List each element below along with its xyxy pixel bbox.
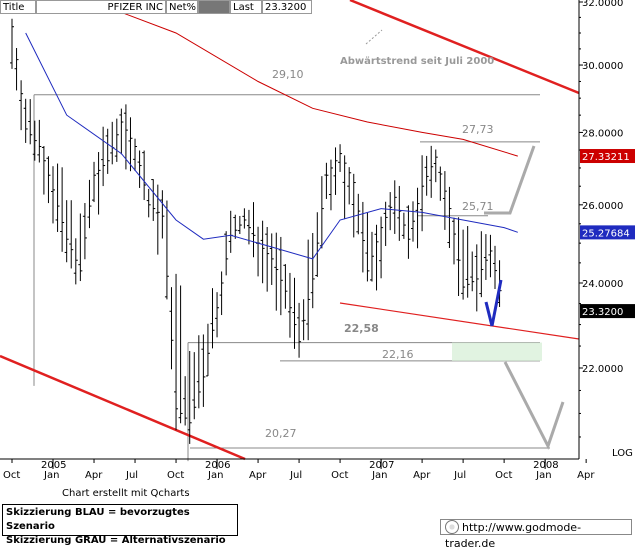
price-badge: [580, 149, 635, 164]
website-link[interactable]: http://www.godmode-trader.de: [440, 519, 632, 550]
x-year-label: 2007: [369, 460, 394, 471]
grey-scenario-down: [503, 361, 565, 450]
x-tick-label: Oct: [167, 470, 184, 481]
x-tick-label: Oct: [331, 470, 348, 481]
annotation-pointer: [365, 29, 383, 45]
target-zone: [452, 342, 542, 361]
price-badge: [580, 225, 635, 240]
price-badge: [580, 304, 635, 319]
y-tick-label: 26.0000: [582, 201, 623, 212]
downtrend-line-lower: [0, 354, 246, 461]
legend-blue: Skizzierung BLAU = bevorzugtes Szenario: [6, 507, 190, 532]
level-label: 27,73: [462, 123, 494, 136]
x-tick-label: Jul: [125, 470, 138, 481]
x-tick-label: Jan: [535, 470, 551, 481]
x-tick-label: Apr: [249, 470, 267, 481]
x-tick-label: Oct: [495, 470, 512, 481]
website-url: http://www.godmode-trader.de: [445, 521, 582, 550]
support-trend-line: [339, 302, 580, 340]
level-label: 22,58: [344, 322, 379, 335]
x-tick-label: Jan: [43, 470, 59, 481]
log-scale-label: LOG: [612, 448, 633, 459]
x-tick-label: Jul: [453, 470, 466, 481]
legend-grey: Skizzierung GRAU = Alternativszenario: [6, 535, 226, 546]
mode-label: Net%: [166, 0, 198, 14]
x-tick-label: Jul: [289, 470, 302, 481]
y-tick-label: 30.0000: [582, 61, 623, 72]
scenario-legend: Skizzierung BLAU = bevorzugtes Szenario …: [2, 504, 238, 546]
level-label: 29,10: [272, 68, 304, 81]
x-tick-label: Jan: [207, 470, 223, 481]
x-tick-label: Oct: [3, 470, 20, 481]
price-chart: 32.0000 30.0000 28.0000 26.0000 24.0000 22.00…: [0, 0, 635, 481]
x-tick-label: Apr: [85, 470, 103, 481]
level-label: 22,16: [382, 348, 414, 361]
blue-scenario-arrow: [484, 301, 494, 327]
x-tick-label: Apr: [413, 470, 431, 481]
price-badge-label: 23.3200: [582, 307, 623, 318]
y-tick-label: 22.0000: [582, 364, 623, 375]
title-label: Title: [0, 0, 36, 14]
last-label: Last: [230, 0, 262, 14]
level-label: 20,27: [265, 427, 297, 440]
globe-icon: [445, 520, 459, 534]
trend-annotation: Abwärtstrend seit Juli 2000: [340, 56, 494, 67]
y-tick-label: 24.0000: [582, 279, 623, 290]
price-badge-label: 25.27684: [582, 228, 630, 239]
grey-scenario-up: [484, 145, 536, 215]
downtrend-line-upper: [349, 0, 580, 95]
symbol-name: PFIZER INC: [36, 0, 166, 14]
moving-average-200: [93, 1, 518, 157]
chart-credit: Chart erstellt mit Qcharts: [62, 488, 190, 499]
mode-value: [198, 0, 230, 14]
x-tick-label: Apr: [577, 470, 595, 481]
last-value: 23.3200: [262, 0, 312, 14]
y-tick-label: 32.0000: [582, 0, 623, 9]
y-tick-label: 28.0000: [582, 128, 623, 139]
x-year-label: 2008: [533, 460, 558, 471]
level-label: 25,71: [462, 200, 494, 213]
moving-average-50: [25, 32, 518, 260]
x-year-label: 2005: [41, 460, 66, 471]
x-year-label: 2006: [205, 460, 230, 471]
blue-scenario-arrow: [490, 279, 503, 327]
x-tick-label: Jan: [371, 470, 387, 481]
price-badge-label: 27.33211: [582, 152, 630, 163]
